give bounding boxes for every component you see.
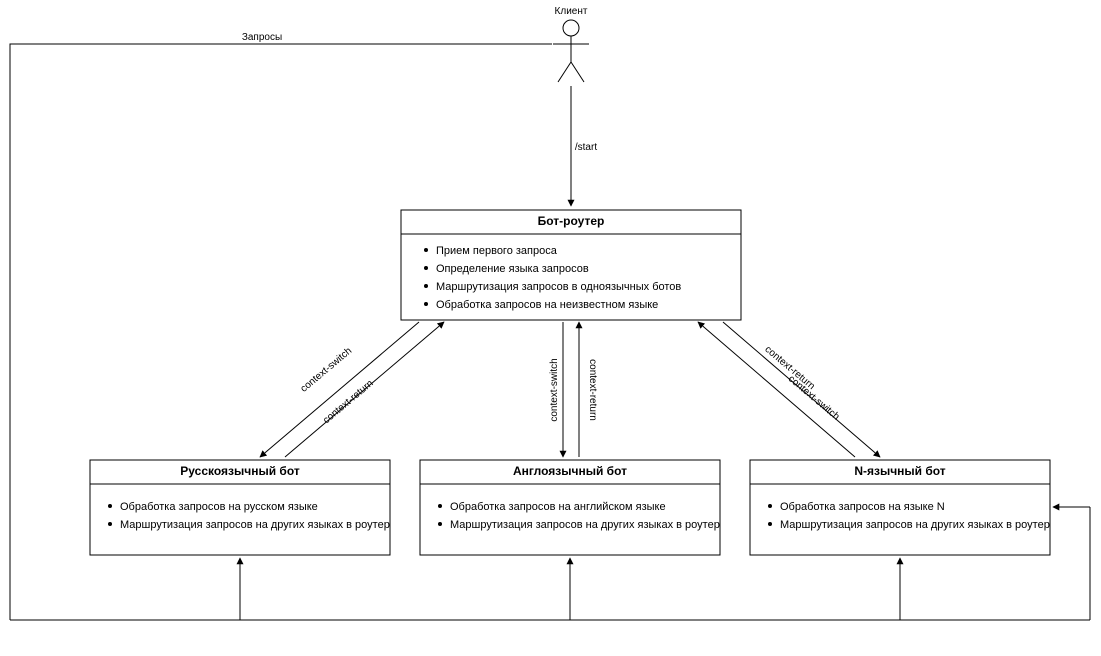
- actor-client: Клиент: [553, 6, 589, 82]
- node-router: Бот-роутер Прием первого запроса Определ…: [401, 210, 741, 320]
- router-item-2: Маршрутизация запросов в одноязычных бот…: [436, 281, 681, 293]
- n-item-1: Маршрутизация запросов на других языках …: [780, 519, 1050, 531]
- node-n-bot: N-язычный бот Обработка запросов на язык…: [750, 460, 1050, 555]
- n-title: N-язычный бот: [854, 464, 945, 478]
- diagram-canvas: Клиент /start Запросы Бот-роутер Прием п…: [0, 0, 1101, 656]
- edge-router-n: context-return context-switch: [698, 322, 880, 457]
- edge-start: /start: [571, 86, 597, 206]
- ru-item-0: Обработка запросов на русском языке: [120, 501, 318, 513]
- n-item-0: Обработка запросов на языке N: [780, 501, 945, 513]
- router-item-1: Определение языка запросов: [436, 263, 589, 275]
- router-title: Бот-роутер: [538, 214, 605, 228]
- node-ru-bot: Русскоязычный бот Обработка запросов на …: [90, 460, 390, 555]
- edge-start-label: /start: [575, 142, 597, 153]
- ru-item-1: Маршрутизация запросов на других языках …: [120, 519, 390, 531]
- edge-router-en: context-switch context-return: [549, 322, 598, 457]
- router-item-3: Обработка запросов на неизвестном языке: [436, 299, 658, 311]
- ru-title: Русскоязычный бот: [180, 464, 300, 478]
- router-item-0: Прием первого запроса: [436, 245, 558, 257]
- edge-requests-label: Запросы: [242, 32, 282, 43]
- en-item-0: Обработка запросов на английском языке: [450, 501, 666, 513]
- actor-label: Клиент: [555, 6, 588, 17]
- en-title: Англоязычный бот: [513, 464, 627, 478]
- en-item-1: Маршрутизация запросов на других языках …: [450, 519, 720, 531]
- edge-ru-return-label: context-return: [321, 378, 375, 426]
- edge-en-switch-label: context-switch: [549, 358, 560, 421]
- node-en-bot: Англоязычный бот Обработка запросов на а…: [420, 460, 720, 555]
- edge-ru-switch-label: context-switch: [299, 346, 355, 395]
- edge-en-return-label: context-return: [587, 359, 598, 421]
- edge-router-ru: context-switch context-return: [260, 322, 444, 457]
